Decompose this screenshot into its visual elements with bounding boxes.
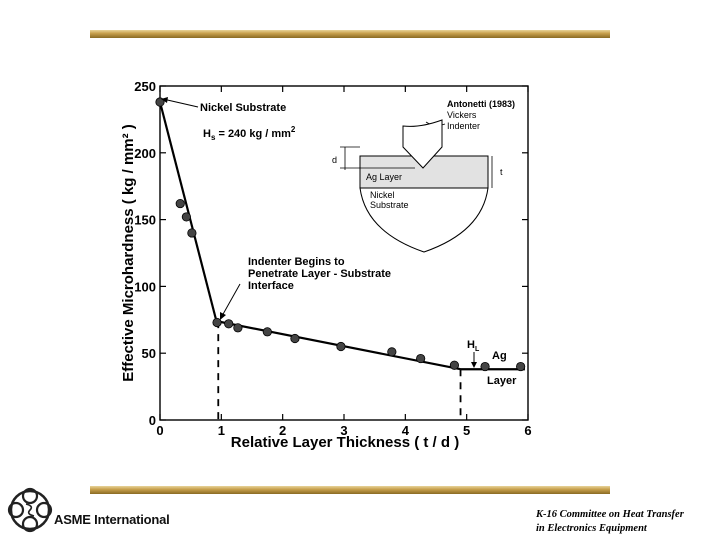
data-point-12 <box>449 360 459 370</box>
y-tick-label-0: 0 <box>149 413 156 428</box>
data-point-2 <box>181 212 191 222</box>
x-tick-label-6: 6 <box>524 423 531 438</box>
top-gold-rule <box>90 30 610 38</box>
data-point-4 <box>212 317 222 328</box>
data-point-13 <box>480 361 490 372</box>
inset-ag-layer-label: Ag Layer <box>366 172 402 182</box>
indenter-label-1: Indenter Begins to <box>248 256 345 268</box>
data-point-10 <box>387 347 397 357</box>
data-point-3 <box>187 228 197 238</box>
x-tick-label-3: 3 <box>340 423 347 438</box>
inset-diagram: Antonetti (1983) Vickers Indenter d t Ag… <box>332 99 515 253</box>
indenter-arrow-line <box>221 283 241 317</box>
inset-indenter-shape <box>402 119 443 169</box>
data-point-8 <box>290 333 300 344</box>
data-point-14 <box>516 361 526 372</box>
data-point-5 <box>224 319 234 329</box>
data-point-1 <box>175 198 185 209</box>
hs-label: Hs = 240 kg / mm2 <box>203 125 296 142</box>
inset-substrate-shape <box>359 187 489 253</box>
inset-nickel-label: Nickel <box>370 190 395 200</box>
layer-label: Layer <box>487 375 517 387</box>
data-point-6 <box>233 323 243 333</box>
nickel-arrow-head <box>161 97 168 103</box>
indenter-arrow-head <box>220 312 226 320</box>
bottom-gold-rule <box>90 486 610 494</box>
y-tick-label-4: 200 <box>134 146 156 161</box>
indenter-label-2: Penetrate Layer - Substrate <box>248 268 391 280</box>
data-points <box>155 97 526 372</box>
x-tick-label-0: 0 <box>156 423 163 438</box>
asme-international-logo-text: ASME International <box>54 512 170 527</box>
x-tick-label-4: 4 <box>402 423 410 438</box>
indenter-label-3: Interface <box>248 280 294 292</box>
y-tick-label-3: 150 <box>134 213 156 228</box>
nickel-arrow-line <box>162 98 199 108</box>
nickel-substrate-label: Nickel Substrate <box>200 102 286 114</box>
x-tick-label-1: 1 <box>218 423 225 438</box>
data-point-7 <box>262 327 272 337</box>
x-tick-label-2: 2 <box>279 423 286 438</box>
committee-caption: K-16 Committee on Heat Transfer in Elect… <box>536 508 716 536</box>
asme-emblem-icon <box>7 487 53 533</box>
data-point-11 <box>416 353 426 364</box>
data-point-0 <box>155 97 165 107</box>
hl-arrow-head <box>471 362 477 368</box>
fit-lines <box>158 101 525 371</box>
ag-label: Ag <box>492 350 507 362</box>
x-axis-title: Relative Layer Thickness ( t / d ) <box>231 434 459 451</box>
data-point-9 <box>336 341 346 352</box>
inset-source-label: Antonetti (1983) <box>447 99 515 109</box>
y-tick-label-1: 50 <box>142 346 156 361</box>
inset-d-label: d <box>332 155 337 165</box>
hl-label: HL <box>467 339 480 353</box>
tick-labels: 0 1 2 3 4 5 6 0 50 100 150 200 250 <box>134 79 531 438</box>
y-tick-label-5: 250 <box>134 79 156 94</box>
y-axis-title: Effective Microhardness ( kg / mm² ) <box>120 124 137 382</box>
inset-substrate-label: Substrate <box>370 200 409 210</box>
y-tick-label-2: 100 <box>134 279 156 294</box>
committee-line-1: K-16 Committee on Heat Transfer <box>536 509 684 520</box>
inset-vickers-label: Vickers <box>447 110 477 120</box>
committee-line-2: in Electronics Equipment <box>536 523 647 534</box>
x-tick-label-5: 5 <box>463 423 470 438</box>
fit-line-segment-0 <box>158 101 218 322</box>
inset-t-label: t <box>500 167 503 177</box>
inset-indenter-label: Indenter <box>447 121 480 131</box>
dashed-markers <box>217 321 462 420</box>
axis-ticks <box>159 85 529 421</box>
